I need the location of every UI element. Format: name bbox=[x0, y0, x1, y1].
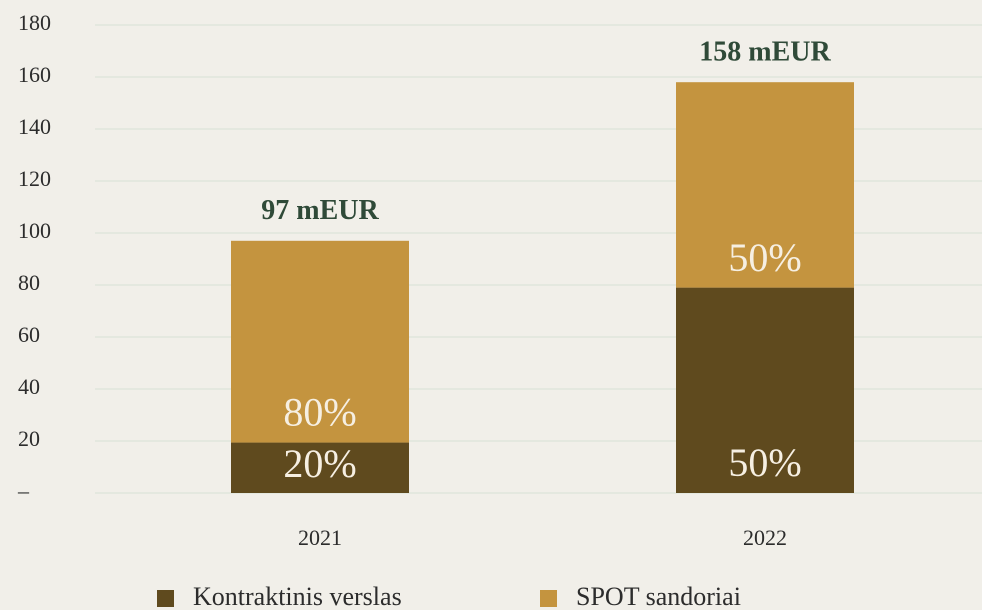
y-tick-label: 20 bbox=[18, 426, 40, 451]
total-label: 158 mEUR bbox=[699, 37, 831, 68]
legend-label: SPOT sandoriai bbox=[576, 582, 741, 610]
data-label: 50% bbox=[728, 440, 801, 485]
total-label: 97 mEUR bbox=[261, 195, 379, 226]
data-label: 50% bbox=[728, 235, 801, 280]
y-tick-label: – bbox=[17, 478, 30, 503]
y-tick-label: 60 bbox=[18, 322, 40, 347]
y-tick-label: 40 bbox=[18, 374, 40, 399]
bar-segment bbox=[676, 287, 854, 493]
bar-segment bbox=[231, 442, 409, 493]
y-tick-label: 120 bbox=[18, 166, 51, 191]
legend-label: Kontraktinis verslas bbox=[193, 582, 402, 610]
bar-segment bbox=[676, 82, 854, 288]
y-tick-label: 80 bbox=[18, 270, 40, 295]
y-tick-label: 180 bbox=[18, 10, 51, 35]
y-tick-label: 100 bbox=[18, 218, 51, 243]
y-tick-label: 140 bbox=[18, 114, 51, 139]
legend-swatch bbox=[157, 590, 174, 607]
data-label: 80% bbox=[283, 390, 356, 435]
x-tick-label: 2022 bbox=[743, 525, 787, 550]
bar-segment bbox=[231, 240, 409, 443]
data-label: 20% bbox=[283, 441, 356, 486]
x-tick-label: 2021 bbox=[298, 525, 342, 550]
y-tick-label: 160 bbox=[18, 62, 51, 87]
legend-swatch bbox=[540, 590, 557, 607]
